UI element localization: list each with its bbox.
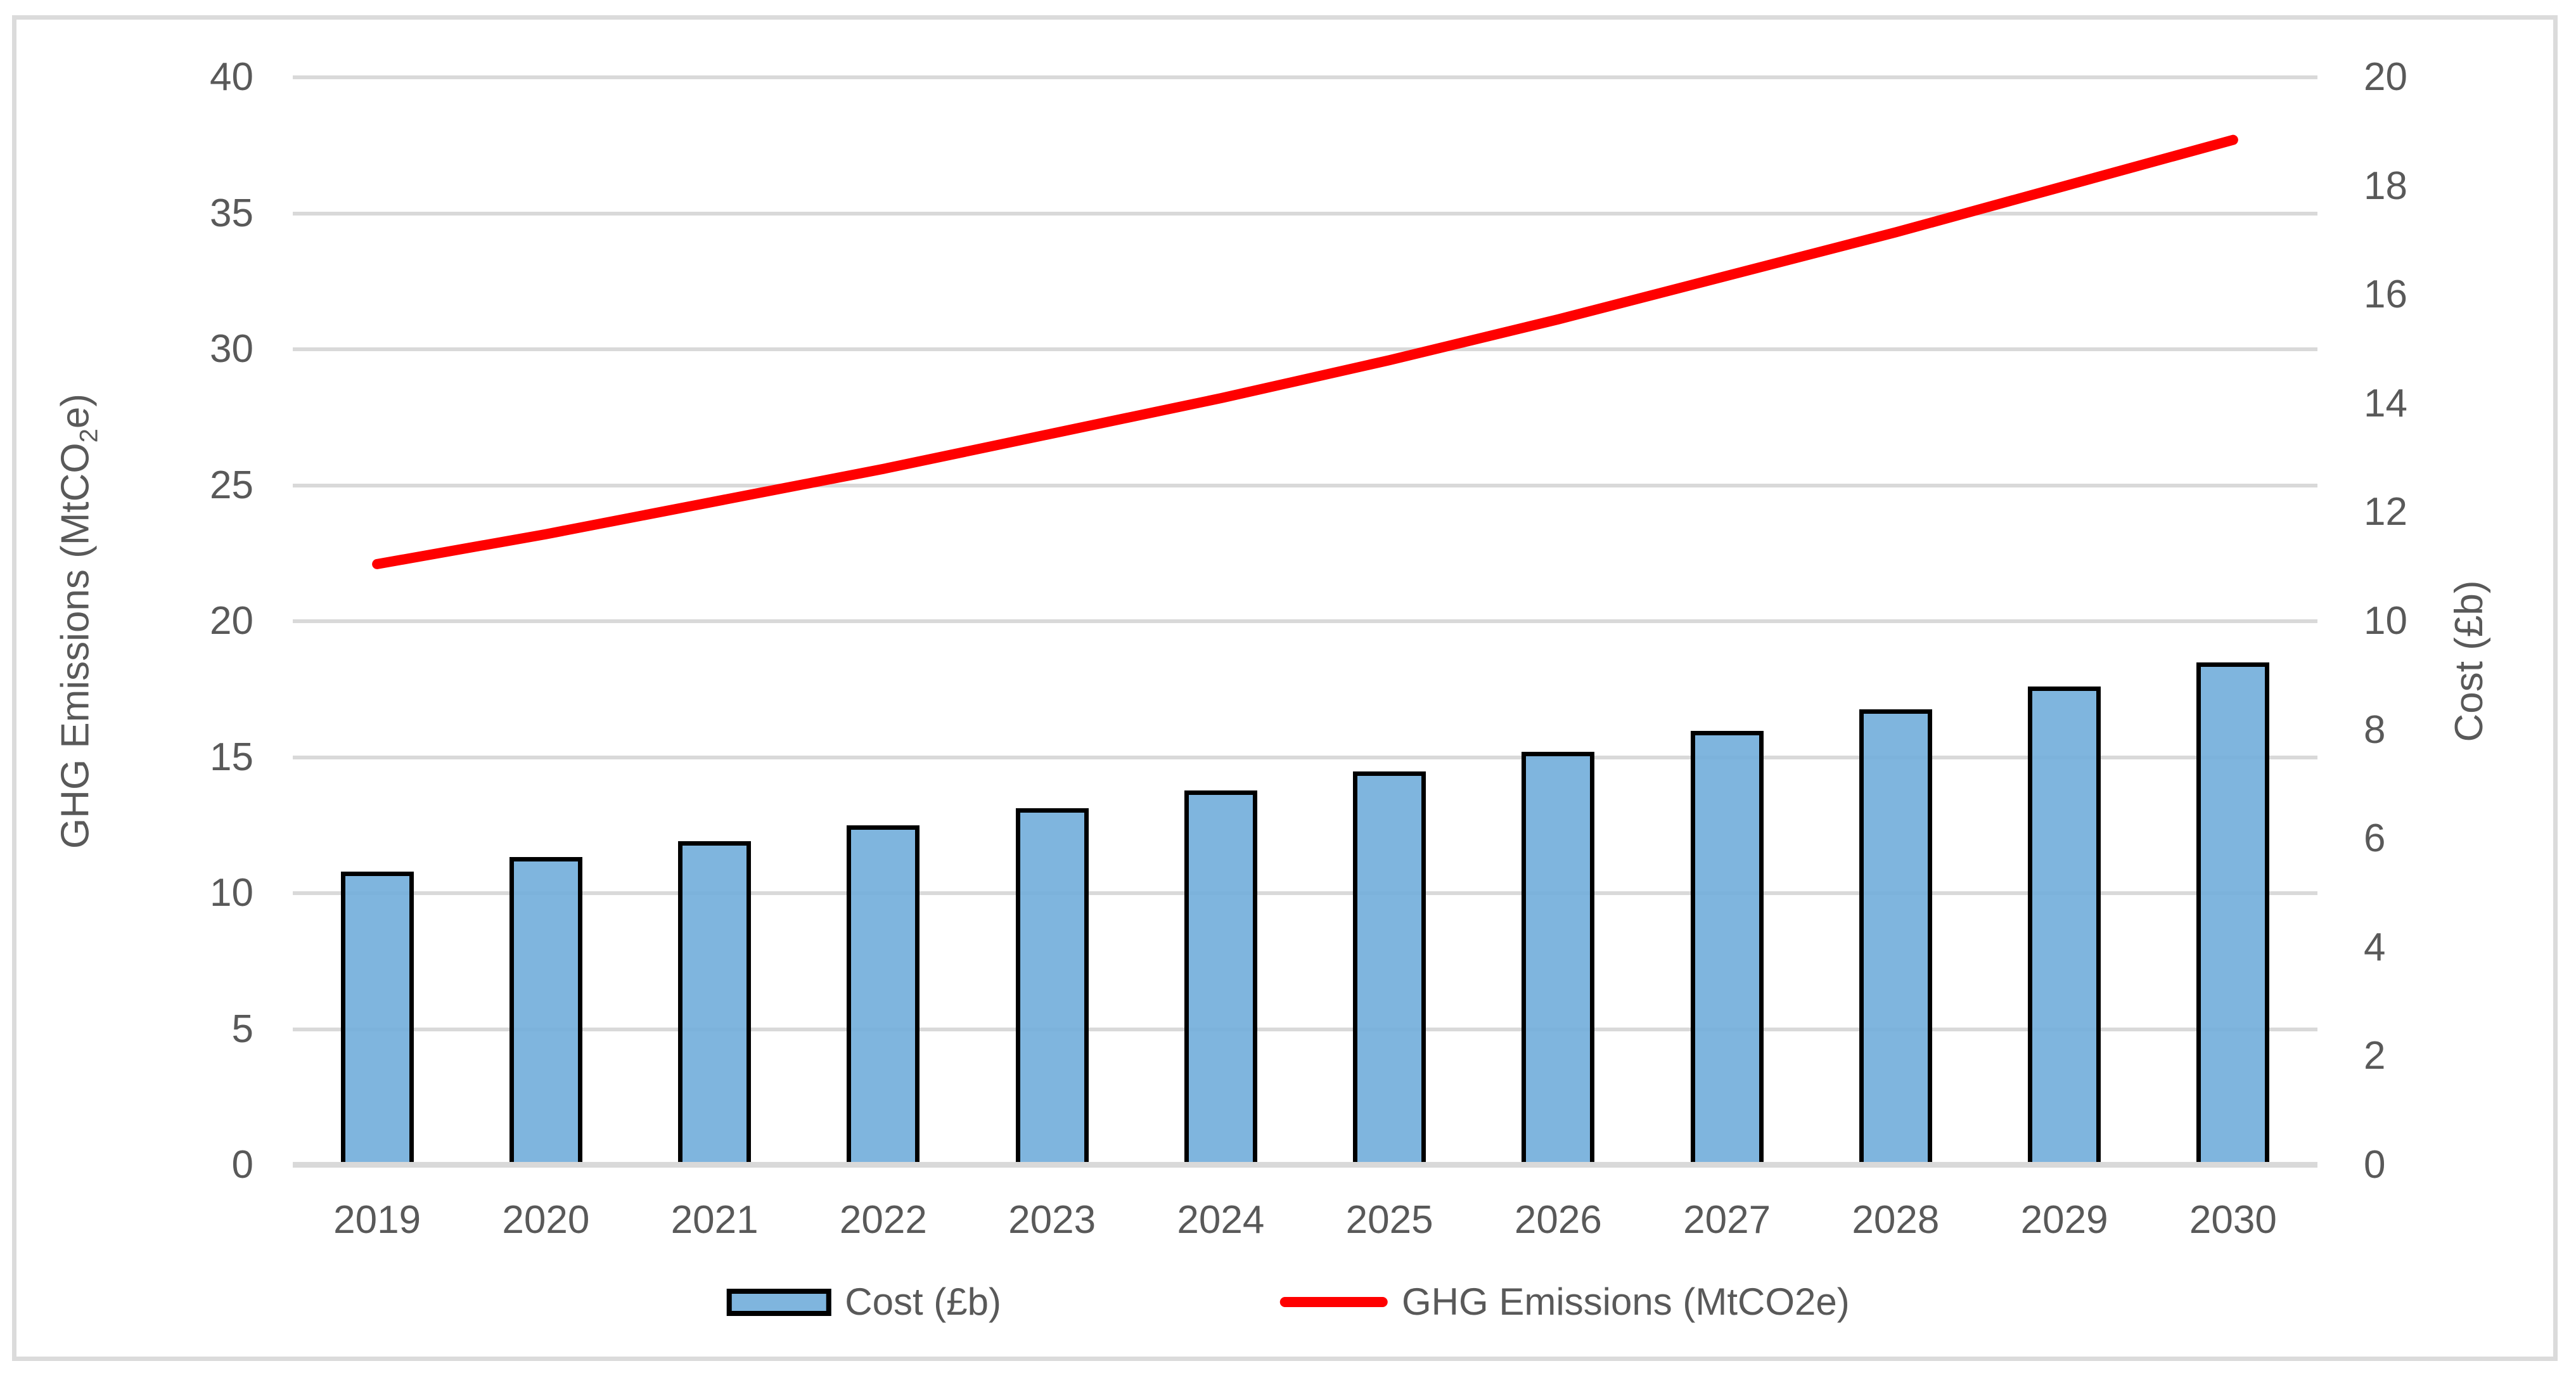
cost-bar-2025	[1353, 771, 1426, 1166]
left-axis-tick-label: 40	[210, 55, 253, 99]
right-axis-tick-label: 14	[2364, 381, 2407, 425]
left-axis-tick-label: 35	[210, 191, 253, 235]
x-axis-line	[293, 1162, 2317, 1168]
cost-bar-2028	[1859, 709, 1932, 1166]
legend: Cost (£b) GHG Emissions (MtCO2e)	[726, 1279, 1850, 1325]
cost-bar-2023	[1015, 808, 1089, 1166]
gridline	[293, 619, 2317, 623]
x-axis-tick-label: 2025	[1345, 1198, 1433, 1242]
cost-bar-2030	[2196, 662, 2270, 1166]
gridline	[293, 891, 2317, 895]
left-axis-tick-label: 15	[210, 735, 253, 779]
ghg-emissions-line	[372, 134, 2238, 569]
legend-label-cost: Cost (£b)	[845, 1280, 1001, 1323]
right-axis-tick-label: 2	[2364, 1034, 2386, 1078]
left-axis-title-subscript: 2	[75, 429, 103, 443]
x-axis-tick-label: 2026	[1514, 1198, 1602, 1242]
left-axis-tick-label: 0	[231, 1143, 253, 1187]
cost-bar-2026	[1522, 751, 1595, 1166]
gridline	[293, 75, 2317, 79]
x-axis-tick-label: 2021	[670, 1198, 759, 1242]
cost-bar-2022	[847, 825, 920, 1166]
left-axis-tick-label: 20	[210, 599, 253, 643]
cost-bar-2021	[678, 841, 752, 1166]
left-axis-tick-label: 25	[210, 463, 253, 507]
x-axis-tick-label: 2022	[839, 1198, 927, 1242]
right-axis-tick-label: 8	[2364, 707, 2386, 752]
cost-bar-2029	[2028, 686, 2101, 1166]
left-axis-title-text: GHG Emissions (MtCO	[53, 442, 98, 849]
x-axis-tick-label: 2030	[2189, 1198, 2277, 1242]
right-axis-tick-label: 4	[2364, 925, 2386, 969]
gridline	[293, 755, 2317, 759]
right-axis-tick-label: 20	[2364, 55, 2407, 99]
left-axis-tick-label: 30	[210, 327, 253, 371]
legend-bar-swatch-icon	[726, 1288, 831, 1316]
cost-bar-2027	[1690, 731, 1764, 1166]
x-axis-tick-label: 2024	[1177, 1198, 1265, 1242]
cost-bar-2019	[340, 871, 414, 1166]
left-axis-title-text-end: e)	[53, 393, 98, 429]
left-axis-title: GHG Emissions (MtCO2e)	[53, 393, 103, 849]
legend-label-ghg: GHG Emissions (MtCO2e)	[1401, 1280, 1850, 1323]
x-axis-tick-label: 2023	[1008, 1198, 1096, 1242]
right-axis-tick-label: 10	[2364, 599, 2407, 643]
cost-bar-2024	[1184, 790, 1257, 1166]
legend-line-marker-icon	[1279, 1297, 1388, 1307]
left-axis-tick-label: 5	[231, 1007, 253, 1051]
gridline	[293, 347, 2317, 351]
legend-item-cost: Cost (£b)	[726, 1279, 1001, 1325]
right-axis-title: Cost (£b)	[2447, 580, 2491, 742]
gridline	[293, 1027, 2317, 1031]
right-axis-tick-label: 0	[2364, 1143, 2386, 1187]
right-axis-tick-label: 6	[2364, 816, 2386, 861]
x-axis-tick-label: 2020	[502, 1198, 590, 1242]
gridline	[293, 211, 2317, 216]
gridline	[293, 483, 2317, 487]
left-axis-tick-label: 10	[210, 871, 253, 915]
right-axis-tick-label: 12	[2364, 490, 2407, 534]
legend-item-ghg: GHG Emissions (MtCO2e)	[1279, 1279, 1850, 1325]
x-axis-tick-label: 2029	[2020, 1198, 2108, 1242]
x-axis-tick-label: 2019	[333, 1198, 421, 1242]
right-axis-title-text: Cost (£b)	[2447, 580, 2491, 742]
right-axis-tick-label: 16	[2364, 273, 2407, 317]
right-axis-tick-label: 18	[2364, 164, 2407, 208]
cost-bar-2020	[509, 856, 582, 1166]
x-axis-tick-label: 2027	[1683, 1198, 1771, 1242]
x-axis-tick-label: 2028	[1852, 1198, 1940, 1242]
